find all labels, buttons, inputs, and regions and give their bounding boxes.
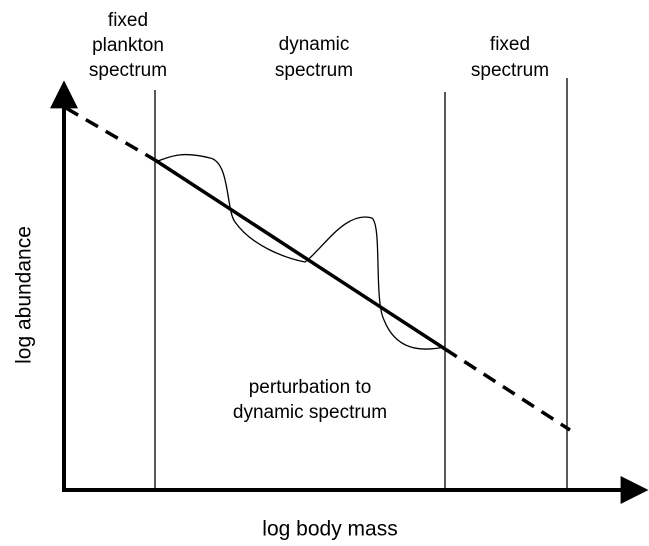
dashed-spectrum	[444, 347, 571, 432]
solid-spectrum	[154, 158, 446, 351]
x-axis-label: log body mass	[262, 518, 397, 541]
perturbation-label: perturbation to	[249, 377, 372, 398]
y-axis-label: log abundance	[13, 226, 36, 364]
region-label: spectrum	[275, 60, 353, 81]
region-label: fixed	[108, 10, 148, 31]
region-label: plankton	[92, 35, 164, 56]
region-label: spectrum	[471, 60, 549, 81]
region-label: dynamic	[279, 34, 350, 55]
perturbation-label: dynamic spectrum	[233, 402, 387, 423]
perturbation-curve	[154, 154, 446, 350]
region-label: fixed	[490, 34, 530, 55]
dashed-spectrum	[65, 106, 156, 162]
region-label: spectrum	[89, 60, 167, 81]
